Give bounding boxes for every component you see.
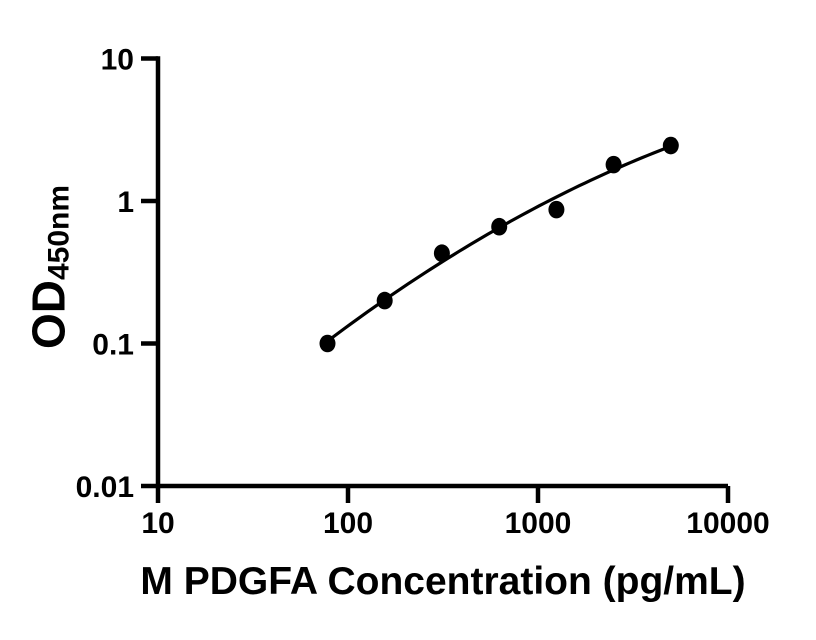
y-tick-label: 0.01: [76, 471, 134, 504]
y-axis-title-main: OD: [22, 280, 75, 350]
fit-curve: [326, 144, 672, 343]
data-point-marker: [376, 291, 393, 310]
axes-group: [155, 56, 728, 489]
x-tick-label: 10000: [686, 507, 769, 540]
axis-spines: [155, 56, 728, 489]
data-point-marker: [491, 217, 508, 236]
data-point-marker: [605, 155, 622, 174]
data-point-marker: [319, 334, 336, 353]
fit-curve-group: [326, 144, 672, 343]
x-tick-label: 100: [323, 507, 373, 540]
data-point-marker: [433, 244, 450, 263]
y-tick-label: 1: [117, 186, 134, 219]
y-axis-title-sub: 450nm: [42, 184, 76, 281]
data-point-marker: [662, 136, 679, 155]
x-tick-label: 10: [141, 507, 174, 540]
ticks-group: [141, 56, 731, 503]
x-tick-label: 1000: [505, 507, 572, 540]
y-tick-label: 10: [101, 44, 134, 77]
data-points-group: [319, 136, 679, 353]
y-axis-title: OD450nm: [22, 185, 77, 349]
x-axis-title: M PDGFA Concentration (pg/mL): [140, 560, 746, 603]
y-tick-label: 0.1: [92, 329, 134, 362]
data-point-marker: [548, 200, 565, 219]
